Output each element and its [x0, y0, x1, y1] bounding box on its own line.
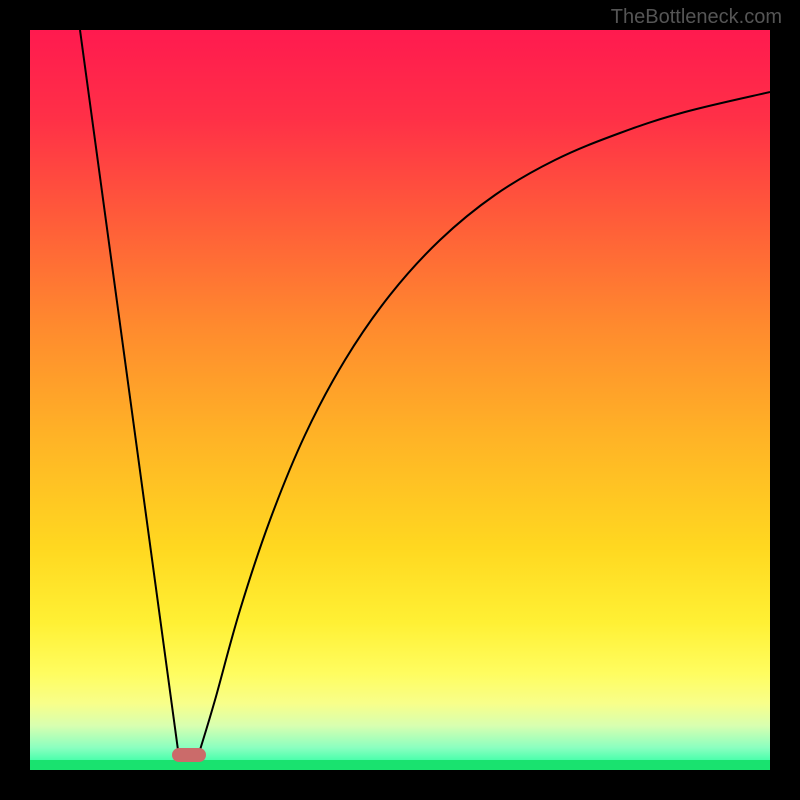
- bottleneck-curve: [30, 30, 770, 770]
- current-position-marker: [172, 748, 206, 762]
- bottleneck-chart: [30, 30, 770, 770]
- watermark-text: TheBottleneck.com: [611, 6, 782, 29]
